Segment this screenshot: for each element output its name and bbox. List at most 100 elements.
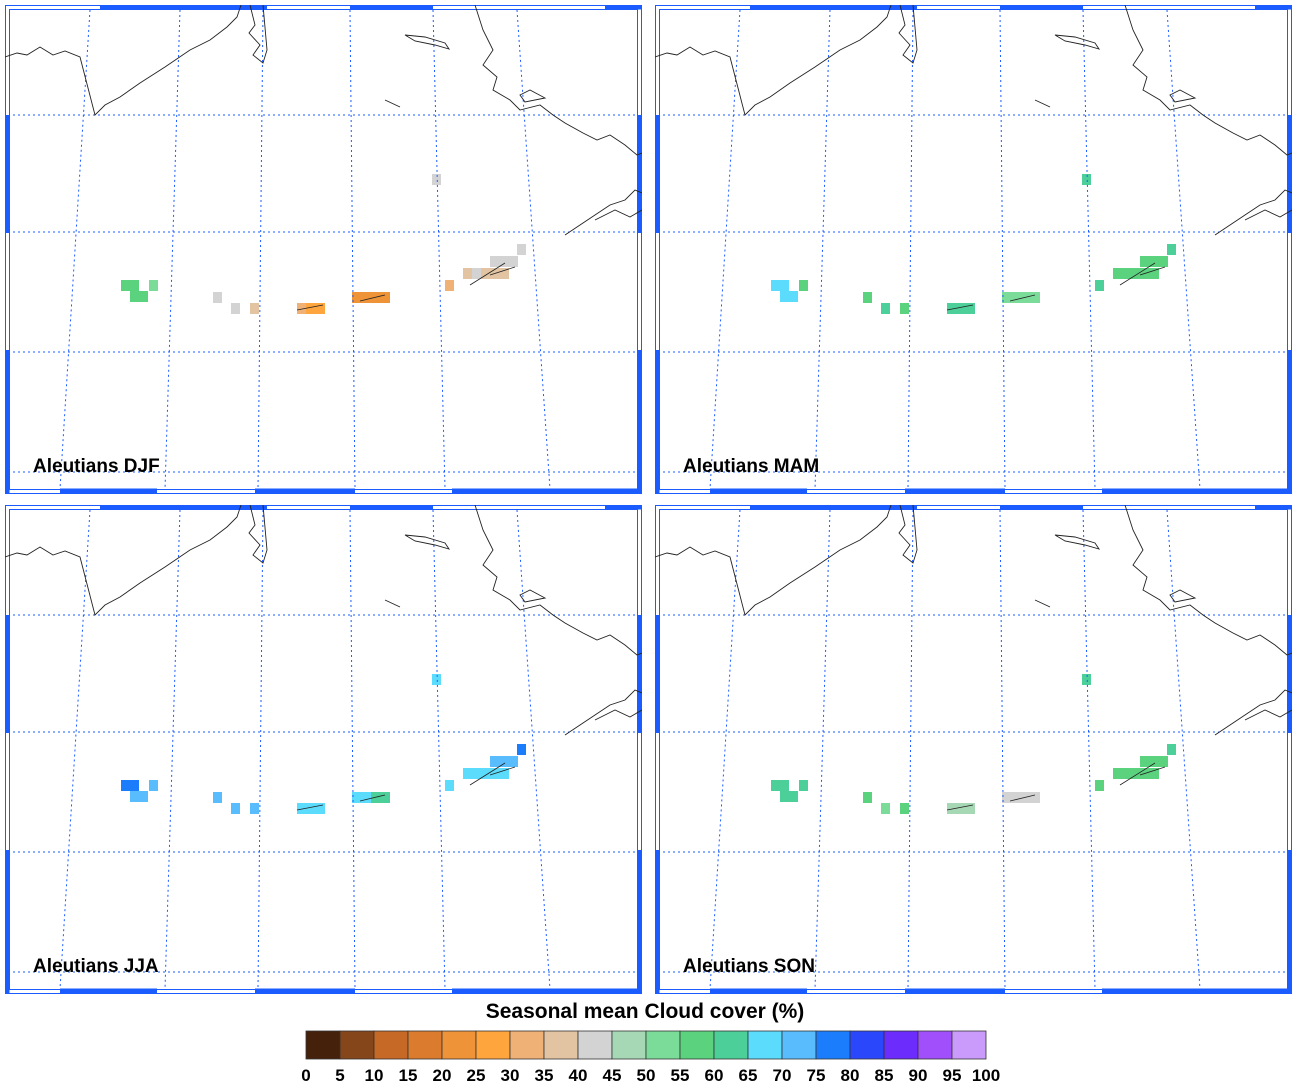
panel-title: Aleutians SON (683, 956, 815, 977)
coastline (5, 5, 242, 116)
cloud-cell (1095, 780, 1104, 791)
cloud-cell (771, 280, 780, 291)
colorbar-swatch (509, 1030, 545, 1060)
gridline (516, 9, 551, 490)
cloud-cell (315, 303, 325, 314)
gridline (709, 509, 741, 990)
coastline (404, 34, 451, 50)
colorbar-title: Seasonal mean Cloud cover (%) (485, 1000, 805, 1023)
gridline (349, 509, 356, 990)
cloud-cell (130, 291, 139, 302)
gridline (349, 9, 356, 490)
colorbar-tick-label: 45 (602, 1066, 622, 1085)
cloud-cell (1140, 256, 1168, 267)
cloud-cell (213, 792, 222, 803)
cloud-cell (789, 791, 798, 802)
cloud-cell (139, 291, 148, 302)
cloud-cell (139, 791, 148, 802)
coastline (594, 709, 642, 721)
cloud-cell (352, 292, 371, 303)
colorbar-swatch (577, 1030, 613, 1060)
colorbar-tick-label: 20 (432, 1066, 452, 1085)
coastline (1034, 99, 1051, 108)
cloud-cell (490, 756, 518, 767)
coastline (1169, 589, 1197, 603)
gridline (907, 509, 914, 990)
cloud-cell (250, 803, 259, 814)
colorbar-tick-label: 65 (738, 1066, 758, 1085)
cloud-cell (517, 244, 526, 255)
gridline (257, 9, 264, 490)
cloud-cell (956, 803, 965, 814)
cloud-cell (1002, 292, 1021, 303)
colorbar-swatch (747, 1030, 783, 1060)
coastline (404, 534, 451, 550)
cloud-cell (1140, 756, 1168, 767)
gridline (999, 9, 1006, 490)
colorbar-tick-label: 100 (971, 1066, 1001, 1085)
coastline (1124, 505, 1292, 656)
cloud-cell (315, 803, 325, 814)
colorbar-swatch (441, 1030, 477, 1060)
gridline (59, 509, 91, 990)
coastline (1244, 709, 1292, 721)
colorbar-swatch (883, 1030, 919, 1060)
cloud-cell (306, 303, 315, 314)
map-panel-2: Aleutians JJA (5, 505, 642, 994)
gridline (257, 509, 264, 990)
gridline (907, 9, 914, 490)
colorbar-swatch (781, 1030, 817, 1060)
gridline (1166, 509, 1201, 990)
gridline (1082, 509, 1096, 990)
colorbar-tick-label: 40 (568, 1066, 588, 1085)
cloud-cell (432, 174, 441, 185)
panel-title: Aleutians DJF (33, 456, 160, 477)
coastline (564, 689, 642, 736)
cloud-cell (1122, 268, 1131, 279)
cloud-cell (517, 744, 526, 755)
cloud-cell (297, 303, 306, 314)
cloud-cell (149, 280, 158, 291)
cloud-cell (799, 280, 808, 291)
cloud-cell (881, 803, 890, 814)
coastline (655, 5, 892, 116)
colorbar-swatch (849, 1030, 885, 1060)
cloud-cell (1113, 768, 1122, 779)
cloud-cell (1002, 792, 1021, 803)
colorbar-swatch (951, 1030, 987, 1060)
cloud-cell (149, 780, 158, 791)
cloud-cell (789, 291, 798, 302)
cloud-cell (947, 303, 956, 314)
cloud-cell (472, 768, 481, 779)
coastline (1034, 599, 1051, 608)
gridline (709, 9, 741, 490)
colorbar-tick-label: 70 (772, 1066, 792, 1085)
colorbar-swatch (305, 1030, 341, 1060)
cloud-cell (1095, 280, 1104, 291)
cloud-cell (1021, 292, 1040, 303)
colorbar-tick-label: 35 (534, 1066, 554, 1085)
panel-title: Aleutians MAM (683, 456, 820, 477)
colorbar-swatch (611, 1030, 647, 1060)
gridline (1082, 9, 1096, 490)
colorbar-swatch (475, 1030, 511, 1060)
coastline (655, 505, 892, 616)
cloud-cell (231, 303, 240, 314)
cloud-cell (780, 280, 789, 291)
gridline (432, 509, 446, 990)
gridline (516, 509, 551, 990)
coastline (1124, 5, 1292, 156)
colorbar-tick-label: 10 (364, 1066, 384, 1085)
cloud-cell (472, 268, 481, 279)
gridline (164, 509, 181, 990)
coastline (474, 505, 642, 656)
cloud-cell (432, 674, 441, 685)
gridline (814, 9, 831, 490)
coastline (1169, 89, 1197, 103)
colorbar (305, 1030, 987, 1060)
gridline (1166, 9, 1201, 490)
cloud-cell (306, 803, 315, 814)
cloud-cell (863, 792, 872, 803)
cloud-cell (231, 803, 240, 814)
cloud-cell (371, 292, 390, 303)
